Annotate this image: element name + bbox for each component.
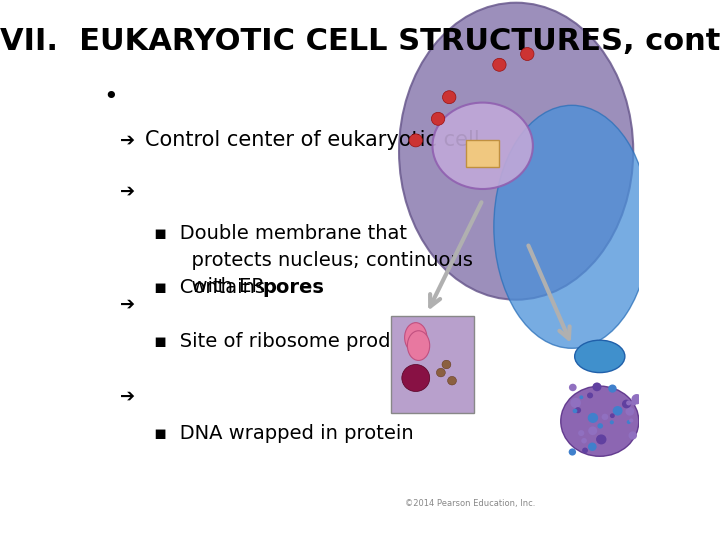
Text: ▪  Double membrane that
      protects nucleus; continuous
      with ER: ▪ Double membrane that protects nucleus;…	[153, 224, 472, 296]
Ellipse shape	[433, 103, 533, 189]
FancyBboxPatch shape	[466, 140, 500, 167]
Text: ▪  Site of ribosome production: ▪ Site of ribosome production	[153, 332, 451, 351]
Text: •: •	[104, 85, 118, 109]
Circle shape	[596, 435, 606, 444]
Circle shape	[443, 91, 456, 104]
Circle shape	[596, 435, 604, 443]
Circle shape	[629, 431, 637, 440]
Circle shape	[588, 413, 598, 423]
Circle shape	[613, 406, 623, 416]
Circle shape	[580, 395, 583, 399]
Circle shape	[598, 423, 603, 429]
FancyBboxPatch shape	[391, 316, 474, 413]
Circle shape	[582, 448, 588, 453]
Circle shape	[631, 400, 637, 406]
Circle shape	[436, 368, 445, 377]
Circle shape	[521, 48, 534, 60]
Circle shape	[575, 407, 581, 413]
Text: ➔: ➔	[120, 296, 135, 314]
Circle shape	[587, 393, 593, 399]
Circle shape	[626, 407, 634, 416]
Circle shape	[569, 384, 577, 391]
Text: ➔: ➔	[120, 131, 135, 150]
Text: pores: pores	[262, 278, 324, 297]
Circle shape	[588, 443, 597, 451]
Circle shape	[631, 394, 642, 404]
Ellipse shape	[408, 330, 430, 361]
Text: ©2014 Pearson Education, Inc.: ©2014 Pearson Education, Inc.	[405, 498, 535, 508]
Ellipse shape	[405, 322, 427, 352]
Text: ➔: ➔	[120, 388, 135, 406]
Circle shape	[593, 382, 601, 392]
Circle shape	[492, 58, 506, 71]
Ellipse shape	[494, 105, 650, 348]
Circle shape	[602, 414, 608, 420]
Circle shape	[610, 420, 614, 424]
Circle shape	[608, 384, 616, 393]
Circle shape	[402, 364, 430, 391]
Circle shape	[569, 448, 576, 456]
Ellipse shape	[399, 3, 633, 300]
Circle shape	[570, 398, 581, 408]
Circle shape	[588, 427, 597, 435]
Text: ➔: ➔	[120, 183, 135, 201]
Circle shape	[578, 430, 585, 436]
Circle shape	[409, 134, 423, 147]
Text: ▪  DNA wrapped in protein: ▪ DNA wrapped in protein	[153, 424, 413, 443]
Circle shape	[581, 438, 587, 443]
Text: Control center of eukaryotic cell: Control center of eukaryotic cell	[145, 130, 480, 151]
Circle shape	[442, 360, 451, 369]
Ellipse shape	[561, 386, 639, 456]
Circle shape	[626, 401, 631, 406]
Circle shape	[622, 400, 631, 408]
Circle shape	[629, 418, 634, 422]
Circle shape	[431, 112, 445, 125]
Ellipse shape	[575, 340, 625, 373]
Text: ▪  Contains: ▪ Contains	[153, 278, 271, 297]
Circle shape	[626, 420, 631, 424]
Text: VII.  EUKARYOTIC CELL STRUCTURES, cont: VII. EUKARYOTIC CELL STRUCTURES, cont	[0, 27, 720, 56]
Circle shape	[610, 413, 615, 418]
Circle shape	[448, 376, 456, 385]
Circle shape	[572, 409, 577, 413]
